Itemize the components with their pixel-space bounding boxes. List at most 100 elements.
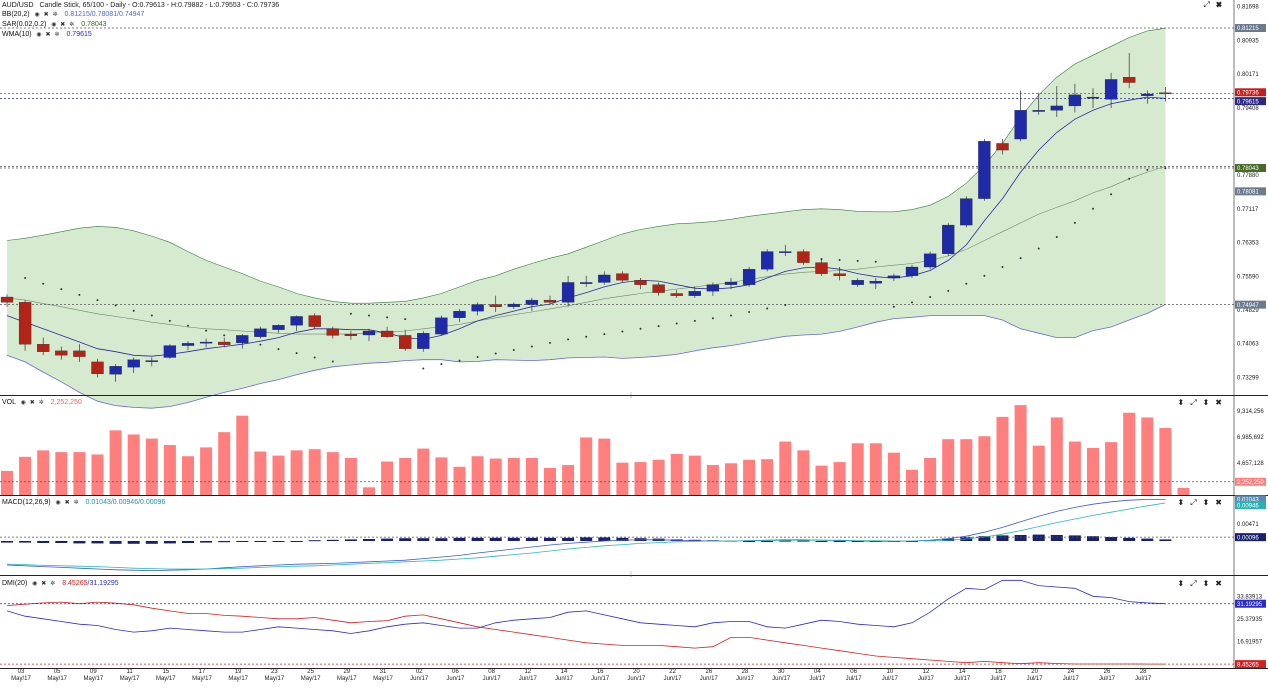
gear-icon[interactable]: ✲ xyxy=(38,400,44,406)
candle-body xyxy=(145,360,158,362)
candle-body xyxy=(236,335,249,344)
pane-resize-handle[interactable]: ⁞ xyxy=(630,572,632,579)
volume-bar xyxy=(1087,448,1099,495)
x-tick-label: 22 Jun/17 xyxy=(663,669,682,682)
gear-icon[interactable]: ✲ xyxy=(69,22,75,28)
volume-chart: 9,314,256 6,985,692 4,657,128 2,252,250 xyxy=(0,395,1266,495)
price-tick-label: 0.75590 xyxy=(1237,274,1259,280)
macd-histogram-bar xyxy=(272,541,285,542)
macd-histogram-bar xyxy=(544,537,556,541)
x-tick-label: 18 Jul/17 xyxy=(990,669,1007,682)
x-tick-label: 04 Jul/17 xyxy=(809,669,826,682)
macd-histogram-bar xyxy=(163,541,176,544)
volume-bar xyxy=(1014,405,1027,495)
volume-bar xyxy=(634,462,647,495)
gear-icon[interactable]: ✲ xyxy=(73,500,79,506)
x-tick-label: 26 Jul/17 xyxy=(1098,669,1115,682)
sar-dot xyxy=(549,341,551,344)
close-pane-icon[interactable]: ✖ xyxy=(1215,0,1228,9)
candle-body xyxy=(272,325,285,330)
pane-resize-handle[interactable]: ⁞ xyxy=(630,393,632,400)
candle-body xyxy=(435,317,448,335)
volume-bar xyxy=(743,459,756,495)
tag-sar: 0.78043 xyxy=(1237,166,1259,172)
sar-dot xyxy=(78,293,81,296)
volume-bar xyxy=(887,452,900,495)
volume-bar xyxy=(363,487,375,495)
eye-icon[interactable]: ◉ xyxy=(55,500,61,506)
volume-bar xyxy=(19,456,32,495)
eye-icon[interactable]: ◉ xyxy=(32,581,38,587)
sar-dot xyxy=(223,334,226,337)
volume-bar xyxy=(236,415,249,495)
eye-icon[interactable]: ◉ xyxy=(20,400,26,406)
close-pane-icon[interactable]: ✖ xyxy=(1215,398,1228,407)
gear-icon[interactable]: ✲ xyxy=(50,581,56,587)
gear-icon[interactable]: ✲ xyxy=(52,12,58,18)
macd-histogram-bar xyxy=(797,540,810,542)
candle-body xyxy=(815,262,828,274)
vol-tick-label: 9,314,256 xyxy=(1237,409,1264,415)
macd-histogram-bar xyxy=(1050,535,1063,541)
candle-body xyxy=(1123,77,1136,83)
candle-body xyxy=(1032,110,1045,112)
sar-dot xyxy=(1055,236,1058,238)
collapse-icon[interactable]: ⬍ xyxy=(1202,498,1216,507)
sar-dot xyxy=(748,311,751,314)
collapse-icon[interactable]: ⬍ xyxy=(1202,579,1216,588)
volume-bar xyxy=(978,436,991,495)
move-up-icon[interactable]: ⬍ xyxy=(1177,498,1191,507)
bb-values: 0.81215/0.78081/0.74947 xyxy=(64,11,145,18)
sar-dot xyxy=(1001,266,1004,269)
close-icon[interactable]: ✖ xyxy=(43,12,49,18)
expand-icon[interactable]: ⤢ xyxy=(1203,0,1216,9)
sar-dot xyxy=(60,288,63,291)
candle-body xyxy=(525,299,539,305)
tag-vol-bg xyxy=(1235,477,1266,486)
expand-icon[interactable]: ⤢ xyxy=(1190,579,1203,588)
volume-bar xyxy=(453,466,466,495)
collapse-icon[interactable]: ⬍ xyxy=(1202,398,1216,407)
close-icon[interactable]: ✖ xyxy=(41,581,47,587)
tag-close-bg xyxy=(1235,88,1266,97)
volume-bar xyxy=(127,434,140,495)
close-pane-icon[interactable]: ✖ xyxy=(1215,498,1228,507)
macd-histogram-bar xyxy=(308,540,321,542)
eye-icon[interactable]: ◉ xyxy=(36,32,42,38)
close-icon[interactable]: ✖ xyxy=(29,400,35,406)
eye-icon[interactable]: ◉ xyxy=(34,12,40,18)
volume-bar xyxy=(344,457,357,495)
volume-bar xyxy=(489,458,502,495)
close-icon[interactable]: ✖ xyxy=(64,500,70,506)
tag-bb-upper-bg xyxy=(1235,24,1266,33)
move-up-icon[interactable]: ⬍ xyxy=(1177,398,1191,407)
x-tick-label: 30 Jun/17 xyxy=(772,669,791,682)
sar-dot xyxy=(929,296,932,299)
macd-legend: MACD(12,26,9) ◉ ✖ ✲ 0.01043/0.00946/0.0009… xyxy=(2,498,165,508)
x-tick-label: 16 Jun/17 xyxy=(591,669,610,682)
macd-histogram-bar xyxy=(1068,535,1081,541)
x-tick-label: 26 Jun/17 xyxy=(699,669,718,682)
close-icon[interactable]: ✖ xyxy=(45,32,51,38)
close-icon[interactable]: ✖ xyxy=(60,22,66,28)
gear-icon[interactable]: ✲ xyxy=(54,32,60,38)
x-tick-label: 28 Jun/17 xyxy=(735,669,754,682)
price-tick-label: 0.74829 xyxy=(1237,308,1259,314)
x-tick-label: 02 Jun/17 xyxy=(410,669,429,682)
eye-icon[interactable]: ◉ xyxy=(51,22,57,28)
move-up-icon[interactable]: ⬍ xyxy=(1177,579,1191,588)
volume-bar xyxy=(1032,445,1045,495)
expand-icon[interactable]: ⤢ xyxy=(1190,398,1203,407)
macd-histogram-bar xyxy=(91,541,104,544)
sar-dot xyxy=(838,258,841,261)
close-pane-icon[interactable]: ✖ xyxy=(1215,579,1228,588)
x-tick-label: 14 Jun/17 xyxy=(554,669,573,682)
candle-body xyxy=(598,274,611,283)
macd-histogram-bar xyxy=(326,539,339,541)
expand-icon[interactable]: ⤢ xyxy=(1190,498,1203,507)
candle-body xyxy=(1068,94,1082,107)
dmi-window-controls: ⬍⤢⬍✖ xyxy=(1177,579,1228,589)
sar-dot xyxy=(259,343,262,346)
macd-histogram-bar xyxy=(761,541,774,542)
macd-tick-label: 0.00471 xyxy=(1237,522,1259,528)
